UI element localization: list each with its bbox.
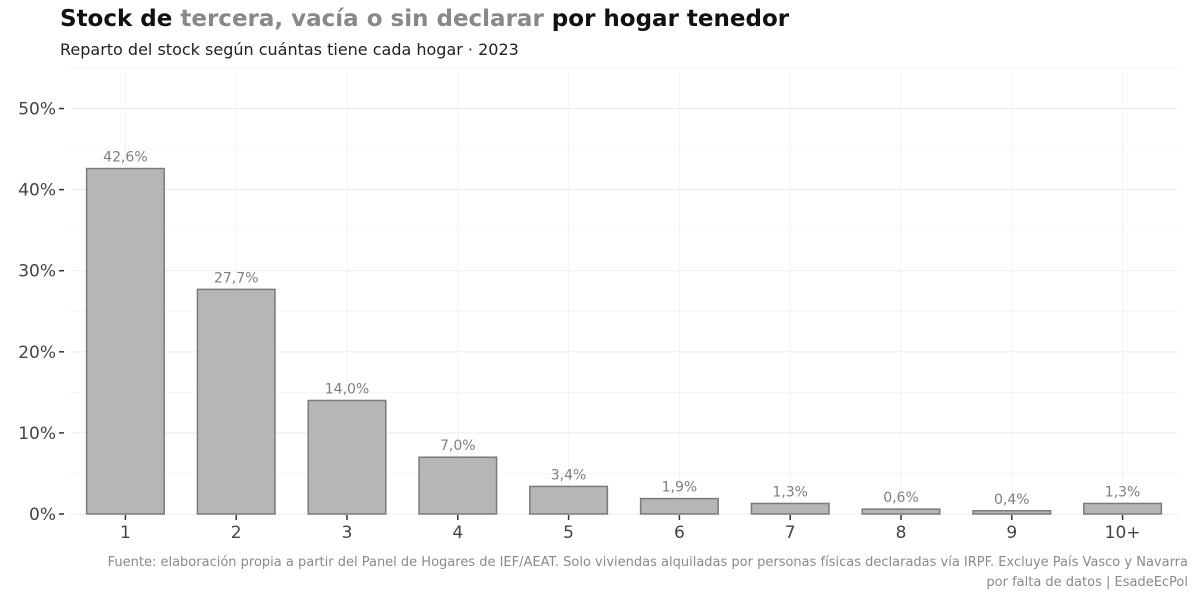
- value-label: 7,0%: [440, 438, 476, 454]
- value-labels: 42,6% 27,7% 14,0% 7,0% 3,4% 1,9% 1,3% 0,6% 0,4% 1…: [103, 150, 1140, 508]
- bar: [529, 485, 609, 515]
- y-tick-label: 40%: [18, 181, 56, 201]
- bar: [1083, 502, 1163, 515]
- x-tick-label: 1: [120, 523, 131, 543]
- caption-line-1: Fuente: elaboración propia a partir del …: [107, 555, 1188, 570]
- y-tick-label: 20%: [18, 343, 56, 363]
- title-part1: Stock de: [60, 6, 181, 32]
- x-tick-label: 10+: [1105, 523, 1141, 543]
- caption-line-2: por falta de datos | EsadeEcPol: [986, 575, 1188, 590]
- value-label: 3,4%: [551, 467, 587, 483]
- bar: [972, 510, 1052, 515]
- bar: [750, 502, 830, 515]
- value-label: 14,0%: [325, 381, 369, 397]
- bar: [861, 508, 941, 515]
- bar: [639, 497, 719, 515]
- x-tick-label: 5: [563, 523, 574, 543]
- x-tick-label: 3: [342, 523, 353, 543]
- y-axis: 0% 10% 20% 30% 40% 50%: [18, 100, 64, 525]
- value-label: 0,4%: [994, 492, 1030, 508]
- title-part2: por hogar tenedor: [543, 6, 790, 32]
- value-label: 42,6%: [103, 150, 147, 166]
- value-label: 1,3%: [1105, 484, 1141, 500]
- value-label: 0,6%: [883, 490, 919, 506]
- source-caption: Fuente: elaboración propia a partir del …: [48, 553, 1188, 593]
- x-tick-label: 6: [674, 523, 685, 543]
- y-tick-label: 0%: [29, 505, 56, 525]
- x-tick-label: 2: [231, 523, 242, 543]
- bars: [85, 167, 1163, 515]
- chart-title: Stock de tercera, vacía o sin declarar p…: [60, 6, 789, 32]
- value-label: 1,3%: [772, 484, 808, 500]
- chart-subtitle: Reparto del stock según cuántas tiene ca…: [60, 40, 519, 59]
- bar: [196, 288, 276, 515]
- bar: [418, 456, 498, 515]
- value-label: 27,7%: [214, 270, 258, 286]
- x-tick-label: 9: [1006, 523, 1017, 543]
- y-tick-label: 10%: [18, 424, 56, 444]
- bar: [85, 167, 165, 515]
- x-tick-label: 7: [785, 523, 796, 543]
- x-tick-label: 4: [452, 523, 463, 543]
- y-tick-label: 50%: [18, 100, 56, 120]
- bar: [307, 399, 387, 515]
- title-highlight: tercera, vacía o sin declarar: [180, 6, 544, 32]
- y-tick-label: 30%: [18, 262, 56, 282]
- x-tick-label: 8: [896, 523, 907, 543]
- value-label: 1,9%: [662, 480, 698, 496]
- x-axis: 1 2 3 4 5 6 7 8 9 10+: [120, 515, 1141, 543]
